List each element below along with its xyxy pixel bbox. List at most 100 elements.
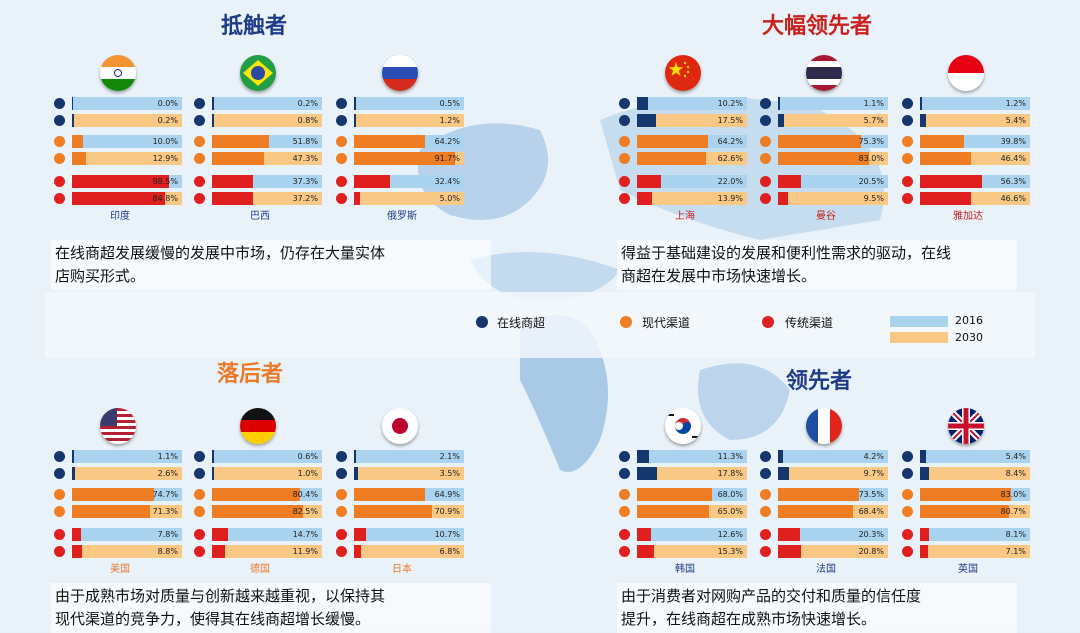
channel-dot (336, 153, 347, 164)
bar (778, 545, 801, 558)
quadrant-title-resistors: 抵触者 (220, 14, 287, 39)
channel-dot (54, 529, 65, 540)
russia-flag-icon (382, 55, 418, 91)
bar (72, 114, 74, 127)
bar (212, 152, 265, 165)
bar-track: 47.3% (212, 152, 322, 165)
bar-row: 9.5% (756, 192, 896, 205)
bar-track: 8.8% (72, 545, 182, 558)
data-label: 22.0% (717, 177, 743, 186)
bar-row: 0.5% (332, 97, 472, 110)
channel-dot (336, 529, 347, 540)
data-label: 37.3% (292, 177, 318, 186)
data-label: 82.5% (292, 507, 318, 516)
germany-flag-icon (240, 408, 276, 444)
data-label: 7.8% (157, 530, 178, 539)
bar-row: 1.1% (50, 450, 190, 463)
bar-row: 64.9% (332, 488, 472, 501)
bar-track: 0.0% (72, 97, 182, 110)
bar (212, 488, 301, 501)
bar (637, 488, 712, 501)
bar-row: 0.2% (50, 114, 190, 127)
bar (72, 450, 74, 463)
thailand-flag-icon (806, 55, 842, 91)
bar-row: 5.0% (332, 192, 472, 205)
data-label: 68.0% (717, 490, 743, 499)
bar-track: 39.8% (920, 135, 1030, 148)
channel-dot (336, 115, 347, 126)
channel-dot (194, 98, 205, 109)
channel-dot (336, 451, 347, 462)
bar-track: 74.7% (72, 488, 182, 501)
bar-track: 51.8% (212, 135, 322, 148)
bar (354, 175, 390, 188)
channel-dot (760, 529, 771, 540)
bar (778, 192, 789, 205)
bar-row: 9.7% (756, 467, 896, 480)
channel-dot (336, 506, 347, 517)
description-line: 在线商超发展缓慢的发展中市场，仍存在大量实体 (55, 244, 386, 262)
bar (354, 528, 366, 541)
bar-track: 62.6% (637, 152, 747, 165)
data-label: 5.0% (439, 194, 460, 203)
bar-track: 46.4% (920, 152, 1030, 165)
bar-row: 83.0% (756, 152, 896, 165)
bar (72, 488, 155, 501)
legend-2016-label: 2016 (955, 314, 983, 327)
bar-track: 7.1% (920, 545, 1030, 558)
data-label: 0.5% (439, 99, 460, 108)
bar (72, 545, 82, 558)
channel-dot (902, 98, 913, 109)
bar (354, 505, 432, 518)
bar-row: 39.8% (898, 135, 1038, 148)
channel-dot (336, 468, 347, 479)
data-label: 39.8% (1000, 137, 1026, 146)
data-label: 80.4% (292, 490, 318, 499)
channel-dot (54, 546, 65, 557)
description-line: 由于消费者对网购产品的交付和质量的信任度 (621, 587, 922, 605)
bar-row: 8.8% (50, 545, 190, 558)
data-label: 8.1% (1005, 530, 1026, 539)
channel-dot (619, 176, 630, 187)
bar-track: 22.0% (637, 175, 747, 188)
bar-track: 9.5% (778, 192, 888, 205)
bar (920, 545, 928, 558)
bar-track: 46.6% (920, 192, 1030, 205)
channel-dot (336, 546, 347, 557)
quadrant-title-major-leaders: 大幅领先者 (761, 14, 872, 39)
country-chart-china: 10.2% 17.5% 64.2% 62.6% 22.0% 13.9% 上海 (615, 55, 755, 230)
bar (778, 152, 870, 165)
bar-track: 82.5% (212, 505, 322, 518)
bar (778, 467, 789, 480)
bar (212, 467, 214, 480)
data-label: 0.6% (297, 452, 318, 461)
channel-dot (619, 98, 630, 109)
channel-dot (54, 136, 65, 147)
brazil-flag-icon (240, 55, 276, 91)
bar-row: 47.3% (190, 152, 330, 165)
bar-row: 6.8% (332, 545, 472, 558)
bar (354, 192, 360, 205)
bar-row: 68.4% (756, 505, 896, 518)
bar-row: 32.4% (332, 175, 472, 188)
bar-row: 0.2% (190, 97, 330, 110)
quadrant-description-laggards: 由于成熟市场对质量与创新越来越重视，以保持其 现代渠道的竞争力，使得其在线商超增… (51, 583, 491, 633)
bar-track: 8.4% (920, 467, 1030, 480)
channel-dot (619, 468, 630, 479)
bar-row: 56.3% (898, 175, 1038, 188)
data-label: 8.4% (1005, 469, 1026, 478)
bar-row: 11.3% (615, 450, 755, 463)
country-chart-japan: 2.1% 3.5% 64.9% 70.9% 10.7% 6.8% 日本 (332, 408, 472, 583)
bar (920, 528, 929, 541)
description-line: 提升，在线商超在成熟市场快速增长。 (621, 610, 877, 628)
bar-row: 12.6% (615, 528, 755, 541)
description-line: 得益于基础建设的发展和便利性需求的驱动，在线 (621, 244, 952, 262)
bar-track: 68.4% (778, 505, 888, 518)
channel-dot (902, 489, 913, 500)
bar-row: 2.1% (332, 450, 472, 463)
bar (920, 175, 982, 188)
country-label: 美国 (110, 564, 130, 575)
data-label: 10.0% (152, 137, 178, 146)
bar (354, 135, 425, 148)
country-label: 法国 (816, 564, 836, 575)
